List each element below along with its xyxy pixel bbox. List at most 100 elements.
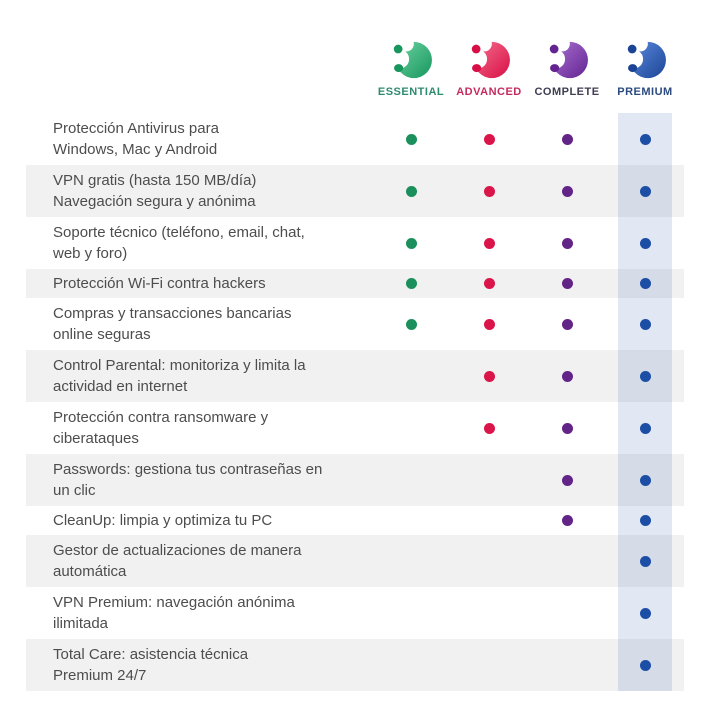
feature-label: Compras y transacciones bancarias online … (26, 303, 372, 345)
plan-cell-premium (606, 269, 684, 298)
feature-row: Soporte técnico (teléfono, email, chat, w… (26, 217, 684, 269)
plan-cell-premium (606, 165, 684, 217)
included-dot (561, 318, 573, 330)
plan-cell-essential (372, 217, 450, 269)
plan-cell-premium (606, 402, 684, 454)
feature-row: VPN gratis (hasta 150 MB/día) Navegación … (26, 165, 684, 217)
included-dot (639, 422, 651, 434)
feature-label-line: CleanUp: limpia y optimiza tu PC (53, 512, 273, 529)
included-dot (483, 133, 495, 145)
included-dot (405, 185, 417, 197)
plan-cell-premium (606, 113, 684, 165)
feature-label-line: Protección contra ransomware y (53, 409, 269, 426)
plan-cell-complete (528, 402, 606, 454)
feature-label-line: web y foro) (53, 245, 128, 262)
feature-label: Protección contra ransomware y ciberataqu… (26, 407, 372, 449)
included-dot (561, 278, 573, 289)
feature-row: Control Parental: monitoriza y limita la… (26, 350, 684, 402)
plan-label-premium: PREMIUM (617, 86, 673, 98)
included-dot (639, 237, 651, 249)
feature-label-line: Protección Antivirus para (53, 120, 219, 137)
included-dot (405, 237, 417, 249)
plan-cell-essential (372, 269, 450, 298)
feature-label-line: ilimitada (53, 615, 109, 632)
plan-cell-premium (606, 298, 684, 350)
feature-label: Gestor de actualizaciones de manera autom… (26, 540, 372, 582)
included-dot (561, 474, 573, 486)
included-dot (561, 422, 573, 434)
plan-cell-advanced (450, 298, 528, 350)
included-dot (405, 278, 417, 289)
advanced-panda-logo-icon (468, 40, 510, 79)
plan-cell-complete (528, 298, 606, 350)
plan-column-header-advanced: ADVANCED (450, 40, 528, 99)
plan-cell-complete (528, 165, 606, 217)
plan-cell-advanced (450, 639, 528, 691)
feature-label-line: Gestor de actualizaciones de manera (53, 542, 302, 559)
plan-column-header-complete: COMPLETE (528, 40, 606, 99)
included-dot (405, 318, 417, 330)
plan-cell-advanced (450, 269, 528, 298)
included-dot (639, 515, 651, 526)
included-dot (639, 370, 651, 382)
included-dot (639, 659, 651, 671)
plan-cell-premium (606, 350, 684, 402)
premium-panda-logo-icon (624, 40, 666, 79)
feature-label-line: Protección Wi-Fi contra hackers (53, 275, 266, 292)
header-spacer (26, 40, 372, 99)
included-dot (639, 133, 651, 145)
plan-cell-complete (528, 535, 606, 587)
feature-row: Protección contra ransomware y ciberataqu… (26, 402, 684, 454)
included-dot (561, 237, 573, 249)
feature-label-line: automática (53, 563, 127, 580)
feature-label: VPN Premium: navegación anónima ilimitada (26, 592, 372, 634)
plan-cell-essential (372, 587, 450, 639)
plan-cell-premium (606, 639, 684, 691)
plan-cell-complete (528, 587, 606, 639)
included-dot (483, 370, 495, 382)
plan-cell-advanced (450, 217, 528, 269)
plan-cell-advanced (450, 587, 528, 639)
plan-cell-premium (606, 535, 684, 587)
included-dot (639, 185, 651, 197)
included-dot (483, 237, 495, 249)
plan-cell-advanced (450, 506, 528, 535)
feature-label-line: online seguras (53, 326, 151, 343)
feature-label: Soporte técnico (teléfono, email, chat, w… (26, 222, 372, 264)
feature-label: Passwords: gestiona tus contraseñas en un… (26, 459, 372, 501)
included-dot (483, 318, 495, 330)
plan-cell-essential (372, 113, 450, 165)
feature-label-line: un clic (53, 482, 96, 499)
feature-label-line: Premium 24/7 (53, 667, 147, 684)
plan-label-complete: COMPLETE (534, 86, 600, 98)
feature-label-line: actividad en internet (53, 378, 188, 395)
plan-column-header-premium: PREMIUM (606, 40, 684, 99)
plan-header-row: ESSENTIAL ADVANCED COMPLETE (26, 0, 720, 99)
plan-cell-advanced (450, 454, 528, 506)
complete-panda-logo-icon (546, 40, 588, 79)
feature-row: Passwords: gestiona tus contraseñas en un… (26, 454, 684, 506)
included-dot (483, 278, 495, 289)
feature-row: Protección Antivirus para Windows, Mac y … (26, 113, 684, 165)
feature-label: CleanUp: limpia y optimiza tu PC (26, 510, 372, 531)
plan-cell-complete (528, 506, 606, 535)
plan-cell-essential (372, 639, 450, 691)
feature-label-line: Passwords: gestiona tus contraseñas en (53, 461, 323, 478)
plan-cell-essential (372, 506, 450, 535)
feature-row: Gestor de actualizaciones de manera autom… (26, 535, 684, 587)
plan-cell-essential (372, 402, 450, 454)
included-dot (639, 278, 651, 289)
feature-label-line: Compras y transacciones bancarias (53, 305, 292, 322)
feature-row: Total Care: asistencia técnica Premium 24… (26, 639, 684, 691)
included-dot (639, 607, 651, 619)
plan-cell-complete (528, 639, 606, 691)
plan-cell-advanced (450, 535, 528, 587)
included-dot (639, 318, 651, 330)
plan-cell-complete (528, 269, 606, 298)
plan-cell-essential (372, 350, 450, 402)
plan-cell-essential (372, 298, 450, 350)
feature-rows: Protección Antivirus para Windows, Mac y … (26, 113, 704, 691)
included-dot (561, 185, 573, 197)
feature-label: VPN gratis (hasta 150 MB/día) Navegación … (26, 170, 372, 212)
